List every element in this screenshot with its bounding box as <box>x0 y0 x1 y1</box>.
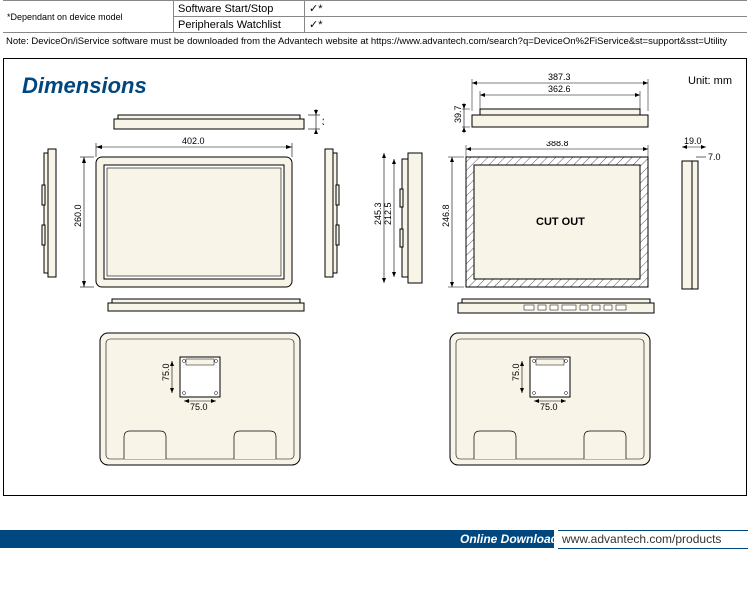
svg-text:402.0: 402.0 <box>182 137 205 146</box>
svg-text:75.0: 75.0 <box>190 402 208 412</box>
svg-text:212.5: 212.5 <box>383 202 393 225</box>
svg-text:39.7: 39.7 <box>322 117 324 127</box>
svg-text:388.8: 388.8 <box>546 141 569 148</box>
table-row-mark: ✓* <box>305 17 748 33</box>
table-row-mark: ✓* <box>305 1 748 17</box>
svg-text:7.0: 7.0 <box>708 152 721 162</box>
drawing-top-strip-left: 39.7 <box>94 101 324 135</box>
table-row-label: Software Start/Stop <box>174 1 305 17</box>
table-footnote: *Dependant on device model <box>3 1 174 33</box>
dimensions-title: Dimensions <box>22 73 147 99</box>
svg-text:246.8: 246.8 <box>441 204 451 227</box>
footer: Online Download www.advantech.com/produc… <box>0 530 750 548</box>
drawing-front: 402.0 260.0 <box>74 137 314 297</box>
drawing-side2: 245.3 212.5 <box>372 145 432 295</box>
drawing-side-left <box>36 145 66 285</box>
svg-text:39.7: 39.7 <box>453 105 463 123</box>
svg-text:CUT OUT: CUT OUT <box>536 216 585 228</box>
svg-text:260.0: 260.0 <box>74 204 83 227</box>
feature-table: *Dependant on device model Software Star… <box>3 0 747 33</box>
svg-text:75.0: 75.0 <box>161 363 171 381</box>
drawing-side-right <box>319 145 349 285</box>
svg-text:75.0: 75.0 <box>540 402 558 412</box>
drawing-top-strip-right: 387.3 362.6 39.7 <box>452 71 672 137</box>
drawing-back-left: 75.0 75.0 <box>94 327 314 477</box>
drawing-bottom-strip-right <box>454 297 664 319</box>
dimensions-unit: Unit: mm <box>688 75 732 87</box>
svg-text:387.3: 387.3 <box>548 72 571 82</box>
table-row-label: Peripherals Watchlist <box>174 17 305 33</box>
drawing-profile-right: 19.0 7.0 <box>674 137 734 297</box>
svg-text:245.3: 245.3 <box>373 202 383 225</box>
download-note: Note: DeviceOn/iService software must be… <box>0 33 750 50</box>
drawing-bottom-strip-left <box>104 297 314 317</box>
dimensions-panel: Dimensions Unit: mm 39.7 <box>3 58 747 496</box>
svg-text:19.0: 19.0 <box>684 137 702 146</box>
svg-text:75.0: 75.0 <box>511 363 521 381</box>
drawing-back-right: 75.0 75.0 <box>444 327 664 477</box>
footer-url[interactable]: www.advantech.com/products <box>558 530 748 549</box>
footer-label: Online Download <box>460 530 558 548</box>
drawing-cutout: 388.8 246.8 CUT OUT <box>436 141 664 297</box>
svg-text:362.6: 362.6 <box>548 84 571 94</box>
